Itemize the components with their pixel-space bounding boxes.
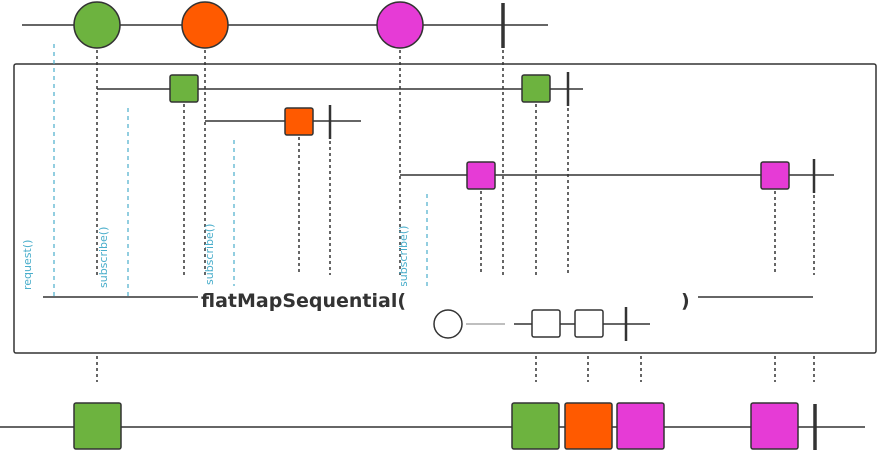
output-marble-green-1 <box>73 402 122 450</box>
subscribe-label-3: subscribe() <box>397 226 410 287</box>
source-timeline <box>22 1 548 49</box>
output-drops <box>96 356 815 382</box>
source-marble-magenta <box>376 1 424 49</box>
source-marble-green <box>73 1 121 49</box>
inner-flux-magenta <box>400 159 834 193</box>
function-input-marble <box>433 309 463 339</box>
inner-flux-orange <box>205 105 361 139</box>
output-marble-magenta-2 <box>750 402 799 450</box>
inner-flux-green <box>97 72 583 106</box>
output-marble-orange <box>564 402 613 450</box>
subscribe-label-2: subscribe() <box>203 224 216 285</box>
output-marble-green-2 <box>511 402 560 450</box>
request-label: request() <box>21 240 34 290</box>
operator-name: flatMapSequential( <box>201 290 406 312</box>
function-illustration <box>433 307 650 341</box>
function-result-marble-2 <box>574 309 604 338</box>
inner-drops <box>183 104 815 275</box>
operator-box <box>13 63 877 354</box>
subscribe-label-1: subscribe() <box>97 227 110 288</box>
signal-lines <box>53 44 428 296</box>
inner-magenta-marble-2 <box>760 161 790 190</box>
output-timeline <box>0 402 865 450</box>
function-result-marble-1 <box>531 309 561 338</box>
inner-magenta-marble-1 <box>466 161 496 190</box>
source-connectors <box>96 50 504 275</box>
operator-close-paren: ) <box>681 290 690 312</box>
inner-orange-marble <box>284 107 314 136</box>
inner-green-marble-2 <box>521 74 551 103</box>
inner-green-marble-1 <box>169 74 199 103</box>
output-marble-magenta-1 <box>616 402 665 450</box>
source-marble-orange <box>181 1 229 49</box>
operator-label-background <box>198 286 698 310</box>
